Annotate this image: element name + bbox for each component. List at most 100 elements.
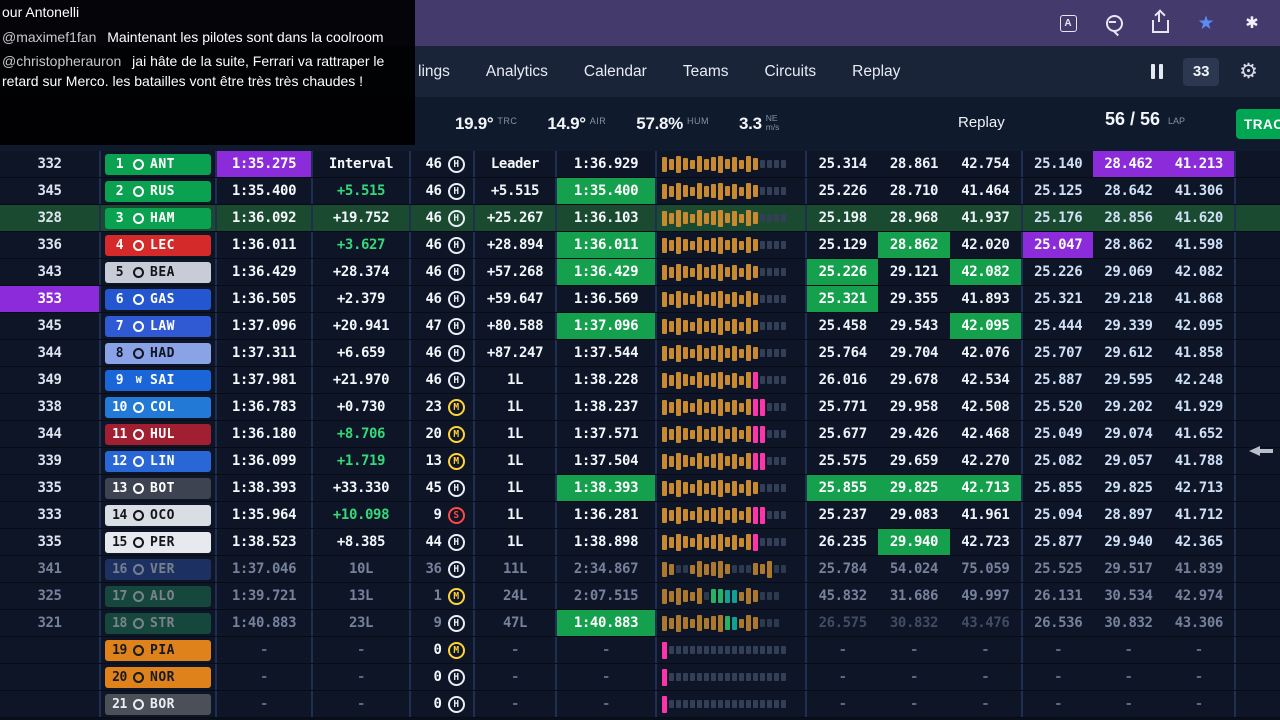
- sector-bars-chart: [657, 502, 807, 528]
- team-logo-icon: [133, 293, 144, 305]
- last-lap-cell: 1:38.523: [217, 529, 313, 555]
- table-row[interactable]: 349 9 W SAI 1:37.981 +21.970 46 H 1L 1:38.228 26.0…: [0, 367, 1280, 394]
- current-sectors-cell: 25.237 29.083 41.961: [807, 502, 1023, 528]
- table-row[interactable]: 344 8 HAD 1:37.311 +6.659 46 H +87.247 1:37.544 2…: [0, 340, 1280, 367]
- nav-item-teams[interactable]: Teams: [682, 62, 729, 80]
- interval-cell: -: [313, 691, 411, 717]
- driver-badge[interactable]: 17 ALO: [105, 585, 211, 607]
- counter-badge[interactable]: 33: [1183, 57, 1220, 86]
- table-row[interactable]: 343 5 BEA 1:36.429 +28.374 46 H +57.268 1:36.429…: [0, 259, 1280, 286]
- table-row[interactable]: 341 16 VER 1:37.046 10L 36 H 11L 2:34.867 25.784 5…: [0, 556, 1280, 583]
- speed-trap-cell: 343: [0, 259, 101, 285]
- table-row[interactable]: 333 14 OCO 1:35.964 +10.098 9 S 1L 1:36.281 25.23…: [0, 502, 1280, 529]
- translate-icon[interactable]: A: [1058, 13, 1078, 33]
- driver-badge[interactable]: 10 COL: [105, 396, 211, 418]
- driver-badge[interactable]: 13 BOT: [105, 477, 211, 499]
- weather-panel: 19.9° TRC 14.9° AIR 57.8% HUM 3.3 NE m/s: [455, 97, 779, 151]
- table-row[interactable]: 19 PIA - -0 M - - - - - - - -: [0, 637, 1280, 664]
- driver-badge[interactable]: 5 BEA: [105, 261, 211, 283]
- driver-badge[interactable]: 2 RUS: [105, 180, 211, 202]
- table-row[interactable]: 21 BOR - -0 H - - - - - - - -: [0, 691, 1280, 718]
- leader-gap-cell: -: [475, 691, 557, 717]
- driver-badge[interactable]: 3 HAM: [105, 207, 211, 229]
- driver-badge[interactable]: 8 HAD: [105, 342, 211, 364]
- best-lap-cell: 1:37.504: [557, 448, 657, 474]
- driver-badge[interactable]: 16 VER: [105, 558, 211, 580]
- driver-badge[interactable]: 18 STR: [105, 612, 211, 634]
- best-sectors-cell: 25.887 29.595 42.248: [1023, 367, 1236, 393]
- nav-item-calendar[interactable]: Calendar: [583, 62, 647, 80]
- driver-badge[interactable]: 12 LIN: [105, 450, 211, 472]
- bookmark-star-icon[interactable]: ★: [1197, 12, 1215, 34]
- best-sectors-cell: ---: [1023, 664, 1236, 690]
- nav-item-analytics[interactable]: Analytics: [485, 62, 548, 80]
- driver-badge[interactable]: 21 BOR: [105, 693, 211, 715]
- driver-badge[interactable]: 9 W SAI: [105, 369, 211, 391]
- track-temp: 19.9° TRC: [455, 114, 518, 133]
- sector-bars-chart: [657, 691, 807, 717]
- speed-trap-cell: 344: [0, 340, 101, 366]
- settings-gear-icon[interactable]: ⚙: [1239, 60, 1258, 83]
- table-row[interactable]: 345 2 RUS 1:35.400 +5.515 46 H +5.515 1:35.400 25…: [0, 178, 1280, 205]
- row-filler: [1236, 610, 1280, 636]
- driver-badge[interactable]: 6 GAS: [105, 288, 211, 310]
- leader-gap-cell: 1L: [475, 421, 557, 447]
- best-sectors-cell: 25.877 29.940 42.365: [1023, 529, 1236, 555]
- driver-badge[interactable]: 20 NOR: [105, 666, 211, 688]
- nav-item-circuits[interactable]: Circuits: [764, 62, 817, 80]
- table-row[interactable]: 344 11 HUL 1:36.180 +8.706 20 M 1L 1:37.571 25.67…: [0, 421, 1280, 448]
- driver-badge[interactable]: 7 LAW: [105, 315, 211, 337]
- team-logo-icon: [133, 401, 144, 413]
- table-row[interactable]: 321 18 STR 1:40.883 23L 9 H 47L 1:40.883 26.575 30…: [0, 610, 1280, 637]
- search-zoom-icon[interactable]: [1104, 13, 1124, 33]
- driver-badge[interactable]: 1 ANT: [105, 153, 211, 175]
- replay-mode-label[interactable]: Replay: [958, 114, 1005, 131]
- nav-item-lings[interactable]: lings: [418, 62, 450, 80]
- extensions-icon[interactable]: ✱: [1245, 15, 1259, 32]
- driver-badge[interactable]: 15 PER: [105, 531, 211, 553]
- pause-button[interactable]: [1151, 64, 1164, 79]
- driver-cell: 19 PIA: [101, 637, 217, 663]
- best-sectors-cell: 25.125 28.642 41.306: [1023, 178, 1236, 204]
- best-lap-cell: 1:38.237: [557, 394, 657, 420]
- team-logo-icon: [133, 563, 144, 575]
- share-icon[interactable]: [1150, 12, 1170, 33]
- interval-cell: +1.719: [313, 448, 411, 474]
- tyre-compound-icon: H: [447, 317, 465, 335]
- driver-badge[interactable]: 11 HUL: [105, 423, 211, 445]
- best-sectors-cell: 25.226 29.069 42.082: [1023, 259, 1236, 285]
- best-lap-cell: 1:36.011: [557, 232, 657, 258]
- table-row[interactable]: 338 10 COL 1:36.783 +0.730 23 M 1L 1:38.237 25.77…: [0, 394, 1280, 421]
- driver-code: RUS: [150, 183, 175, 199]
- table-row[interactable]: 335 13 BOT 1:38.393 +33.330 45 H 1L 1:38.393 25.8…: [0, 475, 1280, 502]
- table-row[interactable]: 325 17 ALO 1:39.721 13L 1 M 24L 2:07.515 45.832 31…: [0, 583, 1280, 610]
- laps-cell: 46 H: [411, 286, 475, 312]
- driver-badge[interactable]: 4 LEC: [105, 234, 211, 256]
- table-row[interactable]: 328 3 HAM 1:36.092 +19.752 46 H +25.267 1:36.103…: [0, 205, 1280, 232]
- current-sectors-cell: 25.764 29.704 42.076: [807, 340, 1023, 366]
- table-row[interactable]: 20 NOR - -0 H - - - - - - - -: [0, 664, 1280, 691]
- table-row[interactable]: 332 1 ANT 1:35.275 Interval 46 H Leader 1:36.929…: [0, 151, 1280, 178]
- driver-code: OCO: [150, 507, 175, 523]
- team-logo-icon: [133, 617, 144, 629]
- interval-cell: +3.627: [313, 232, 411, 258]
- table-row[interactable]: 353 6 GAS 1:36.505 +2.379 46 H +59.647 1:36.569 2…: [0, 286, 1280, 313]
- nav-item-replay[interactable]: Replay: [852, 62, 901, 80]
- table-row[interactable]: 339 12 LIN 1:36.099 +1.719 13 M 1L 1:37.504 25.57…: [0, 448, 1280, 475]
- table-row[interactable]: 345 7 LAW 1:37.096 +20.941 47 H +80.588 1:37.096…: [0, 313, 1280, 340]
- table-row[interactable]: 335 15 PER 1:38.523 +8.385 44 H 1L 1:38.898 26.23…: [0, 529, 1280, 556]
- row-filler: [1236, 340, 1280, 366]
- driver-badge[interactable]: 19 PIA: [105, 639, 211, 661]
- leader-gap-cell: +80.588: [475, 313, 557, 339]
- track-button[interactable]: TRAC: [1236, 109, 1280, 139]
- last-lap-cell: -: [217, 691, 313, 717]
- table-row[interactable]: 336 4 LEC 1:36.011 +3.627 46 H +28.894 1:36.011 2…: [0, 232, 1280, 259]
- leader-gap-cell: 1L: [475, 394, 557, 420]
- position-number: 14: [112, 507, 127, 523]
- driver-badge[interactable]: 14 OCO: [105, 504, 211, 526]
- driver-cell: 8 HAD: [101, 340, 217, 366]
- row-filler: [1236, 286, 1280, 312]
- best-sectors-cell: 25.049 29.074 41.652: [1023, 421, 1236, 447]
- row-filler: [1236, 232, 1280, 258]
